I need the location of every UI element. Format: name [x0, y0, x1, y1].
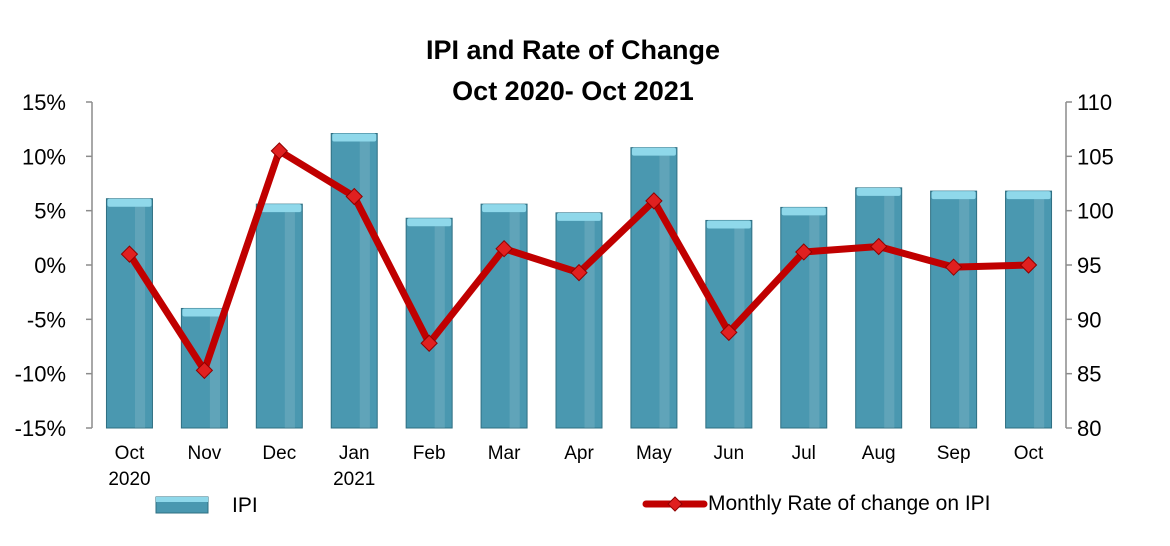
left-tick-label: 15%: [22, 90, 66, 115]
x-tick-label: Nov: [187, 443, 221, 464]
rate-marker: [570, 263, 588, 282]
ipi-bar-cap: [407, 218, 452, 227]
x-tick-label: Jul: [792, 443, 816, 464]
left-tick-label: 0%: [34, 253, 66, 278]
ipi-bar-sheen: [884, 195, 895, 428]
rate-marker: [869, 237, 888, 256]
rate-marker: [1019, 256, 1038, 274]
ipi-bar: [330, 133, 378, 429]
x-tick-label: Mar: [488, 443, 521, 464]
x-tick-label: Jan: [339, 443, 370, 464]
legend-swatch-ipi-highlight: [156, 497, 208, 502]
legend-item-rate: Monthly Rate of change on IPI: [642, 492, 991, 515]
ipi-bar-cap: [107, 198, 152, 207]
ipi-bar: [105, 198, 153, 429]
ipi-bar: [930, 190, 978, 429]
rate-marker: [270, 142, 289, 160]
ipi-bar: [255, 203, 303, 429]
ipi-bar-sheen: [209, 316, 221, 428]
plot-area: 15% 10% 5% 0% -5% -10% -15% 110 105 100 95 90 85 80 Oc…: [15, 90, 1114, 490]
left-tick-label: -10%: [15, 362, 66, 387]
ipi-bar-sheen: [1034, 199, 1045, 428]
ipi-bar-cap: [781, 207, 826, 216]
ipi-bar-cap: [1006, 191, 1051, 200]
ipi-bar: [855, 187, 903, 429]
ipi-bar-cap: [182, 308, 227, 317]
ipi-bar-sheen: [284, 212, 295, 428]
x-tick-label: 2020: [108, 469, 150, 490]
ipi-bar-cap: [706, 220, 751, 229]
right-tick-label: 85: [1077, 362, 1101, 387]
chart-title-line1: IPI and Rate of Change: [426, 35, 720, 65]
rate-marker: [720, 323, 738, 342]
ipi-bar-sheen: [584, 220, 595, 428]
ipi-bar-sheen: [659, 155, 670, 428]
ipi-bar: [630, 147, 678, 429]
right-tick-label: 105: [1077, 144, 1114, 169]
ipi-bar-cap: [482, 204, 527, 213]
ipi-bar-sheen: [734, 228, 745, 428]
ipi-bar: [555, 212, 603, 429]
x-tick-label: 2021: [333, 469, 375, 490]
x-tick-label: Oct: [115, 443, 145, 464]
x-tick-label: Aug: [862, 443, 896, 464]
left-tick-label: -15%: [15, 416, 66, 441]
legend-label-rate: Monthly Rate of change on IPI: [708, 492, 991, 515]
ipi-bar-sheen: [509, 212, 520, 428]
legend: IPI Monthly Rate of change on IPI: [155, 492, 991, 517]
ipi-bar-cap: [631, 147, 676, 156]
ipi-bar-cap: [257, 204, 302, 213]
ipi-bar-sheen: [809, 215, 820, 428]
right-tick-label: 95: [1077, 253, 1101, 278]
left-tick-label: 10%: [22, 144, 66, 169]
ipi-bar-sheen: [134, 206, 146, 428]
left-tick-label: 5%: [34, 199, 66, 224]
right-tick-label: 110: [1077, 90, 1112, 115]
legend-swatch-rate-marker: [667, 496, 683, 512]
ipi-bar-sheen: [359, 141, 370, 428]
x-tick-label: Apr: [564, 443, 594, 464]
x-tick-label: Jun: [714, 443, 745, 464]
ipi-bar-cap: [332, 133, 377, 142]
x-tick-label: Feb: [413, 443, 446, 464]
ipi-bar: [480, 203, 528, 429]
right-tick-label: 100: [1077, 199, 1114, 224]
legend-label-ipi: IPI: [232, 494, 258, 517]
rate-marker: [420, 334, 438, 352]
ipi-bar-cap: [557, 212, 601, 221]
ipi-bar-cap: [931, 191, 976, 200]
rate-marker: [944, 258, 963, 276]
ipi-bar-sheen: [959, 199, 970, 428]
rate-marker: [195, 361, 214, 380]
rate-marker: [120, 245, 139, 263]
x-tick-label: Dec: [262, 443, 296, 464]
x-tick-label: Sep: [937, 443, 971, 464]
ipi-bar: [780, 206, 828, 429]
rate-marker: [345, 187, 363, 206]
ipi-bar: [1005, 190, 1053, 429]
right-tick-label: 90: [1077, 307, 1101, 332]
rate-marker: [795, 243, 813, 261]
x-tick-label: Oct: [1014, 443, 1044, 464]
rate-marker: [495, 239, 513, 258]
left-tick-label: -5%: [27, 307, 66, 332]
right-tick-label: 80: [1077, 416, 1101, 441]
ipi-bar-cap: [856, 187, 901, 196]
chart-title-line2: Oct 2020- Oct 2021: [452, 76, 694, 106]
rate-marker: [645, 192, 663, 210]
x-tick-label: May: [636, 443, 672, 464]
legend-item-ipi: IPI: [155, 494, 258, 517]
